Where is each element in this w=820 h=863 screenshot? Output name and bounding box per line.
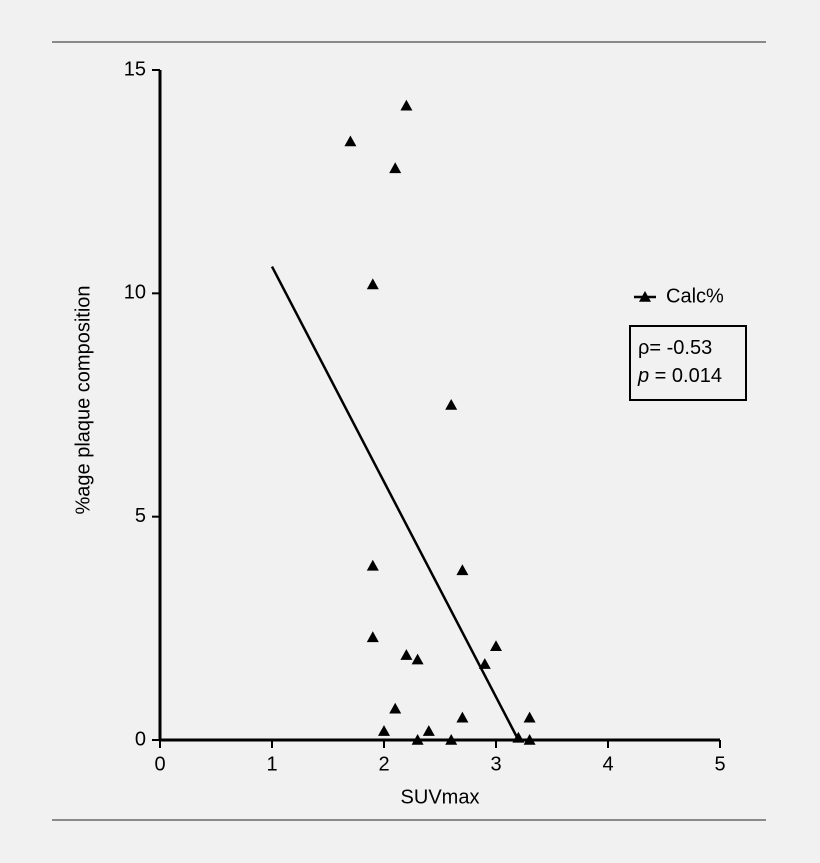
point — [490, 640, 502, 651]
point — [512, 731, 525, 743]
trend-line — [270, 265, 520, 741]
x-tick-label: 3 — [490, 753, 501, 775]
point — [411, 653, 424, 665]
x-tick-label: 4 — [602, 753, 613, 775]
point — [400, 99, 413, 111]
x-tick-label: 1 — [266, 753, 277, 775]
point — [366, 278, 379, 290]
y-tick-label: 15 — [124, 58, 146, 80]
point — [523, 734, 536, 745]
annotation-box — [629, 325, 747, 401]
legend-marker — [639, 291, 651, 302]
x-tick-label: 5 — [714, 753, 725, 775]
point — [366, 559, 379, 571]
point — [400, 649, 413, 660]
annotation-text: ρ= -0.53 — [638, 337, 712, 359]
point — [456, 564, 469, 576]
point — [523, 711, 536, 723]
point — [344, 135, 357, 147]
y-tick-label: 5 — [135, 505, 146, 527]
point — [389, 702, 402, 714]
point — [445, 399, 458, 410]
y-tick-label: 0 — [135, 728, 146, 750]
legend-label: Calc% — [666, 285, 724, 307]
annotation-symbol: p — [637, 365, 649, 387]
annotation-text: p = 0.014 — [637, 365, 722, 387]
point — [445, 734, 458, 745]
point — [389, 162, 402, 174]
y-tick-label: 10 — [124, 282, 146, 304]
annotation-value: ρ= -0.53 — [638, 337, 712, 359]
point — [378, 725, 390, 736]
point — [366, 631, 379, 643]
annotation-value: = 0.014 — [649, 365, 722, 387]
point — [422, 725, 435, 736]
point — [456, 711, 469, 723]
x-tick-label: 2 — [378, 753, 389, 775]
y-axis-label: %age plaque composition — [72, 285, 94, 514]
x-tick-label: 0 — [154, 753, 165, 775]
point — [478, 658, 491, 669]
point — [411, 734, 424, 745]
x-axis-label: SUVmax — [401, 786, 480, 808]
